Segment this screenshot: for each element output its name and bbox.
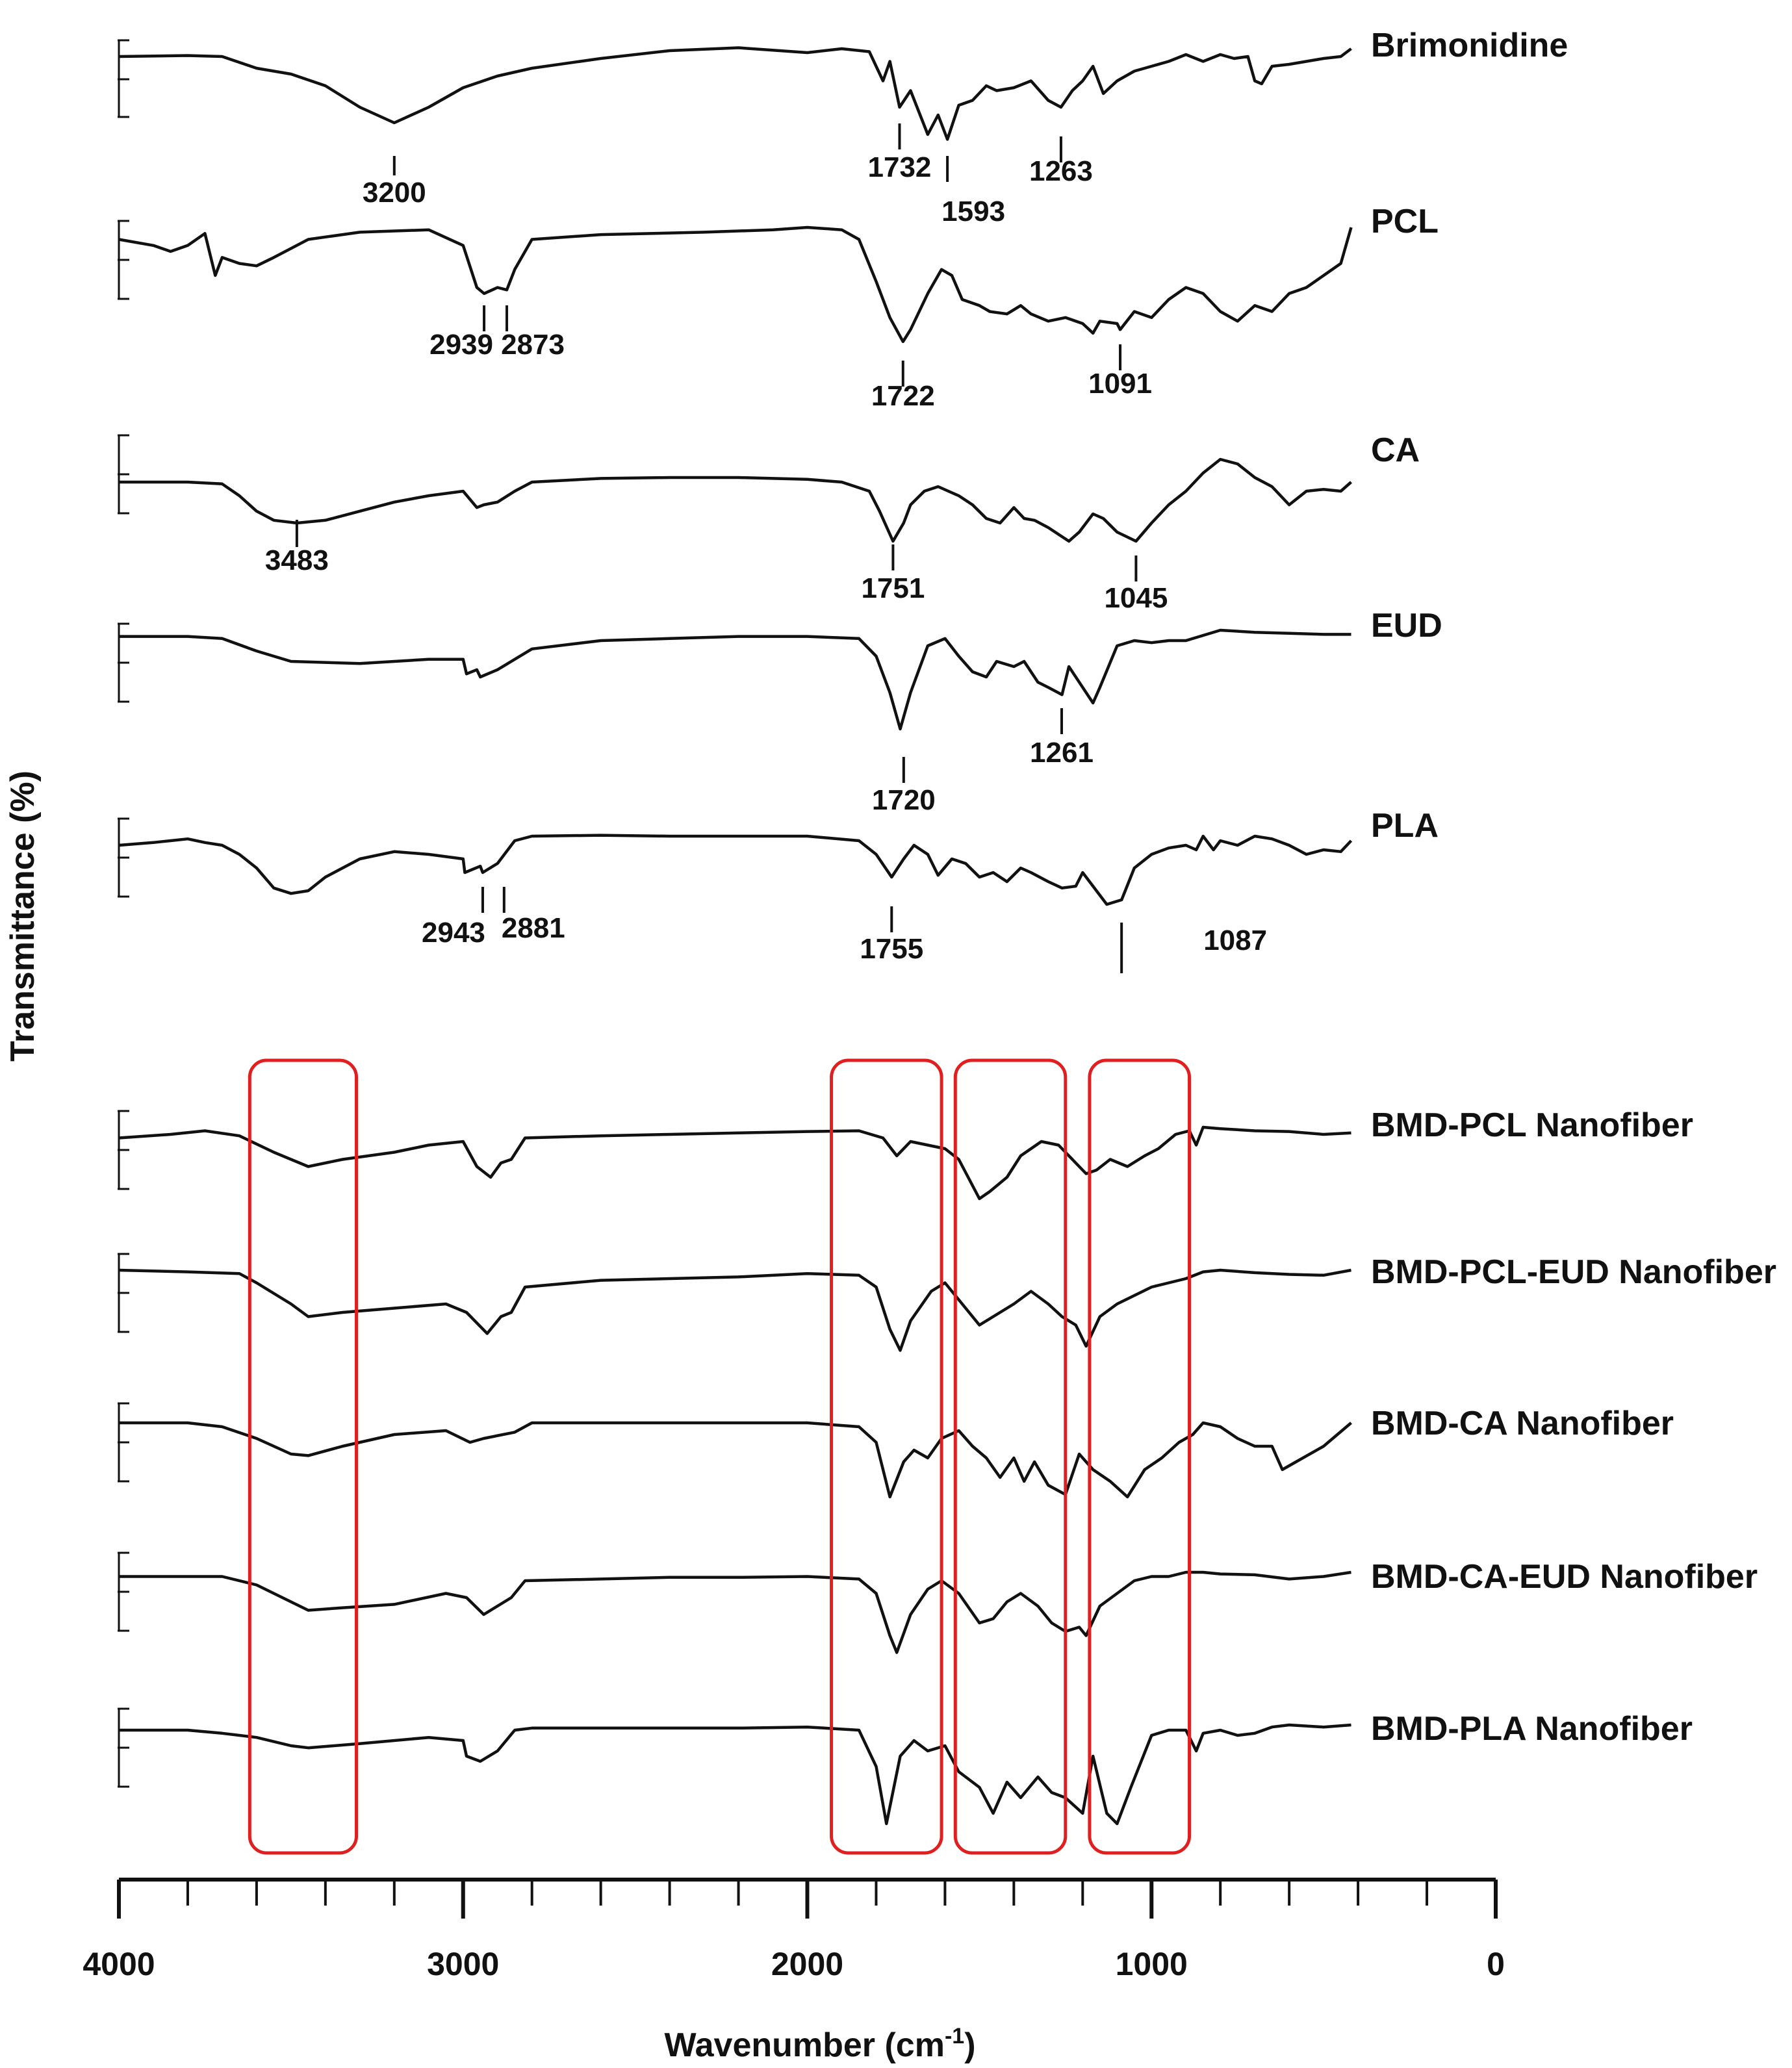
series-brimonidine-peak-label-1263: 1263 bbox=[1029, 155, 1093, 187]
series-bmd-ca-nanofiber: BMD-CA Nanofiber bbox=[118, 1402, 1674, 1499]
series-bmd-ca-nanofiber-label: BMD-CA Nanofiber bbox=[1371, 1405, 1674, 1442]
series-bmd-pla-nanofiber-line bbox=[119, 1723, 1351, 1826]
series-bmd-pcl-nanofiber-line bbox=[118, 1125, 1351, 1201]
series-pla-peak-label-2881: 2881 bbox=[502, 912, 565, 944]
series-brimonidine-peak-label-1593: 1593 bbox=[941, 196, 1005, 227]
series-bmd-ca-eud-nanofiber: BMD-CA-EUD Nanofiber bbox=[118, 1551, 1758, 1654]
series-eud: EUD 1720 1261 bbox=[118, 607, 1442, 816]
series-pla-label: PLA bbox=[1371, 807, 1439, 845]
series-bmd-pcl-eud-nanofiber: BMD-PCL-EUD Nanofiber bbox=[118, 1253, 1776, 1352]
highlight-region-2 bbox=[830, 1058, 943, 1855]
x-tick-label-3000: 3000 bbox=[427, 1946, 499, 1982]
series-pla-peak-label-1087: 1087 bbox=[1203, 925, 1267, 956]
series-brimonidine-peak-label-1732: 1732 bbox=[868, 151, 932, 183]
series-ca-label: CA bbox=[1371, 431, 1420, 469]
x-tick-label-0: 0 bbox=[1487, 1946, 1505, 1982]
spectra-layer: Brimonidine 3200 1732 1593 1263 PCL 2939 2873 17… bbox=[118, 27, 1776, 1826]
series-bmd-ca-nanofiber-line bbox=[119, 1421, 1352, 1499]
series-pcl-peak-label-1091: 1091 bbox=[1088, 368, 1152, 400]
series-pcl-line bbox=[118, 225, 1353, 344]
series-bmd-ca-eud-nanofiber-line bbox=[119, 1570, 1351, 1654]
series-pcl-peak-label-2873: 2873 bbox=[501, 329, 565, 361]
series-brimonidine-label: Brimonidine bbox=[1371, 27, 1568, 64]
series-ca: CA 3483 1751 1045 bbox=[118, 431, 1420, 614]
x-tick-label-1000: 1000 bbox=[1116, 1946, 1188, 1982]
highlight-regions bbox=[248, 1058, 1192, 1855]
x-axis-title-close: ) bbox=[964, 2026, 975, 2064]
highlight-region-4 bbox=[1088, 1058, 1192, 1855]
series-ca-peak-label-1751: 1751 bbox=[861, 572, 925, 604]
series-pla-peak-label-2943: 2943 bbox=[422, 917, 485, 949]
x-axis-title-superscript: -1 bbox=[945, 2024, 964, 2049]
series-ca-line bbox=[119, 457, 1352, 543]
series-ca-peak-label-3483: 3483 bbox=[265, 544, 329, 576]
series-bmd-pcl-eud-nanofiber-line bbox=[118, 1268, 1351, 1352]
series-pcl-label: PCL bbox=[1371, 203, 1439, 240]
series-pla-peak-label-1755: 1755 bbox=[860, 933, 923, 965]
series-ca-peak-label-1045: 1045 bbox=[1104, 582, 1168, 614]
series-eud-peak-label-1261: 1261 bbox=[1030, 737, 1094, 769]
series-bmd-pla-nanofiber-label: BMD-PLA Nanofiber bbox=[1371, 1710, 1693, 1748]
x-axis-title-text: Wavenumber (cm bbox=[664, 2026, 945, 2064]
highlight-region-1 bbox=[248, 1058, 359, 1855]
series-bmd-pcl-nanofiber-label: BMD-PCL Nanofiber bbox=[1371, 1106, 1693, 1144]
highlight-region-3 bbox=[953, 1058, 1068, 1855]
x-axis-title: Wavenumber (cm-1) bbox=[664, 2024, 975, 2064]
series-bmd-ca-eud-nanofiber-label: BMD-CA-EUD Nanofiber bbox=[1371, 1558, 1758, 1596]
series-brimonidine-line bbox=[118, 46, 1352, 141]
series-bmd-pla-nanofiber: BMD-PLA Nanofiber bbox=[118, 1707, 1693, 1826]
series-eud-line bbox=[119, 628, 1351, 731]
series-pcl-peak-label-1722: 1722 bbox=[871, 380, 935, 412]
series-bmd-pcl-eud-nanofiber-label: BMD-PCL-EUD Nanofiber bbox=[1371, 1253, 1776, 1291]
series-brimonidine-peak-label-3200: 3200 bbox=[363, 177, 426, 209]
series-pla-line bbox=[118, 834, 1353, 906]
series-eud-label: EUD bbox=[1371, 607, 1442, 645]
y-axis-title: Transmittance (%) bbox=[4, 771, 42, 1062]
series-eud-peak-label-1720: 1720 bbox=[872, 784, 936, 816]
x-tick-label-4000: 4000 bbox=[83, 1946, 155, 1982]
series-bmd-pcl-nanofiber: BMD-PCL Nanofiber bbox=[118, 1106, 1693, 1201]
series-pcl: PCL 2939 2873 1722 1091 bbox=[118, 203, 1439, 412]
series-brimonidine: Brimonidine 3200 1732 1593 1263 bbox=[118, 27, 1568, 227]
series-pcl-peak-label-2939: 2939 bbox=[429, 329, 493, 361]
x-tick-label-2000: 2000 bbox=[771, 1946, 843, 1982]
x-axis: 4000 3000 2000 1000 0 bbox=[83, 1878, 1505, 1982]
series-pla: PLA 2943 2881 1755 1087 bbox=[118, 807, 1439, 973]
